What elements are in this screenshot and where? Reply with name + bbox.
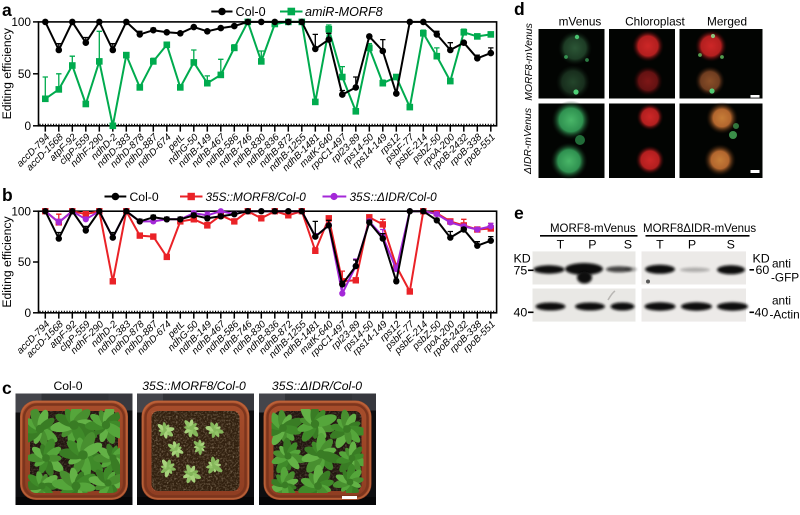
svg-text:50: 50	[18, 255, 32, 269]
svg-text:40: 40	[514, 306, 528, 320]
svg-text:anti: anti	[772, 294, 791, 308]
svg-text:MORF8-mVenus: MORF8-mVenus	[550, 223, 636, 235]
svg-text:P: P	[588, 238, 596, 252]
svg-text:P: P	[688, 238, 696, 252]
svg-text:mVenus: mVenus	[559, 15, 602, 29]
svg-text:S: S	[624, 238, 632, 252]
svg-text:35S::ΔIDR/Col-0: 35S::ΔIDR/Col-0	[272, 379, 362, 393]
svg-text:50: 50	[18, 67, 32, 81]
svg-text:MORF8-mVenus: MORF8-mVenus	[524, 23, 535, 101]
svg-text:35S::ΔIDR/Col-0: 35S::ΔIDR/Col-0	[350, 190, 438, 204]
svg-text:60: 60	[756, 263, 770, 277]
svg-text:35S::MORF8/Col-0: 35S::MORF8/Col-0	[142, 379, 246, 393]
svg-text:Editing efficiency: Editing efficiency	[0, 215, 14, 307]
svg-text:Editing efficiency: Editing efficiency	[0, 27, 14, 119]
svg-text:-GFP: -GFP	[771, 271, 799, 285]
svg-text:a: a	[2, 0, 12, 20]
svg-text:KD: KD	[753, 252, 770, 266]
svg-text:75: 75	[514, 264, 528, 278]
svg-text:40: 40	[755, 306, 769, 320]
svg-text:c: c	[2, 378, 12, 398]
svg-text:Chloroplast: Chloroplast	[625, 15, 685, 29]
svg-text:anti: anti	[772, 257, 791, 271]
svg-text:MORF8ΔIDR-mVenus: MORF8ΔIDR-mVenus	[643, 223, 756, 235]
svg-text:Col-0: Col-0	[236, 5, 266, 19]
svg-text:100: 100	[11, 15, 31, 29]
svg-text:d: d	[514, 0, 525, 19]
svg-text:35S::MORF8/Col-0: 35S::MORF8/Col-0	[206, 190, 307, 204]
svg-text:amiR-MORF8: amiR-MORF8	[305, 5, 383, 19]
svg-text:Col-0: Col-0	[130, 190, 159, 204]
svg-text:S: S	[727, 238, 735, 252]
svg-text:Merged: Merged	[707, 15, 747, 29]
svg-text:0: 0	[24, 306, 31, 320]
svg-text:0: 0	[24, 119, 31, 133]
svg-text:T: T	[557, 238, 565, 252]
svg-text:Col-0: Col-0	[53, 379, 82, 393]
svg-text:e: e	[514, 203, 524, 223]
svg-text:b: b	[2, 185, 13, 205]
svg-text:ΔIDR-mVenus: ΔIDR-mVenus	[523, 108, 534, 175]
svg-text:T: T	[656, 238, 664, 252]
svg-text:KD: KD	[514, 252, 531, 266]
svg-text:-Actin: -Actin	[770, 308, 800, 322]
svg-text:100: 100	[11, 204, 31, 218]
